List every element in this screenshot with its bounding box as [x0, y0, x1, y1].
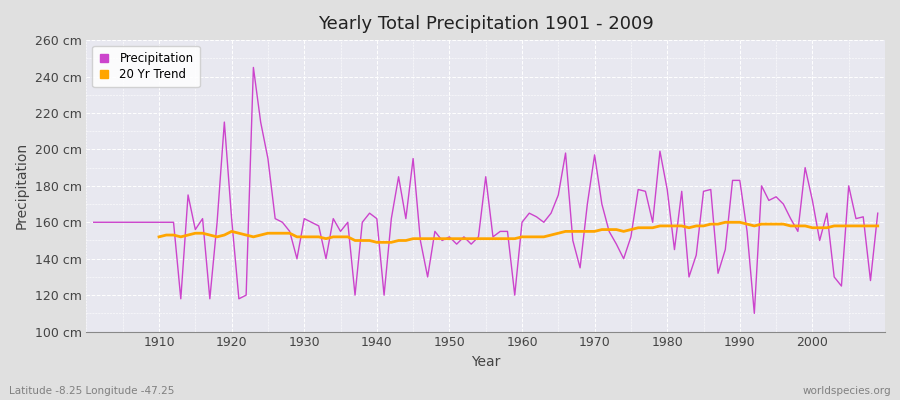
Text: worldspecies.org: worldspecies.org: [803, 386, 891, 396]
Precipitation: [248, 65, 259, 70]
Line: 20 Yr Trend: 20 Yr Trend: [159, 222, 878, 242]
Precipitation: [749, 311, 760, 316]
Y-axis label: Precipitation: Precipitation: [15, 142, 29, 230]
Title: Yearly Total Precipitation 1901 - 2009: Yearly Total Precipitation 1901 - 2009: [318, 15, 653, 33]
20 Yr Trend: [720, 220, 731, 225]
20 Yr Trend: [154, 234, 165, 239]
20 Yr Trend: [590, 229, 600, 234]
Precipitation: [524, 211, 535, 216]
X-axis label: Year: Year: [471, 355, 500, 369]
Precipitation: [611, 242, 622, 246]
20 Yr Trend: [829, 224, 840, 228]
20 Yr Trend: [372, 240, 382, 245]
20 Yr Trend: [292, 234, 302, 239]
20 Yr Trend: [320, 236, 331, 241]
Legend: Precipitation, 20 Yr Trend: Precipitation, 20 Yr Trend: [93, 46, 200, 87]
20 Yr Trend: [850, 224, 861, 228]
Precipitation: [872, 211, 883, 216]
Precipitation: [357, 220, 368, 225]
20 Yr Trend: [872, 224, 883, 228]
Line: Precipitation: Precipitation: [94, 68, 878, 313]
Precipitation: [88, 220, 99, 225]
Precipitation: [147, 220, 158, 225]
20 Yr Trend: [531, 234, 542, 239]
Precipitation: [517, 220, 527, 225]
Text: Latitude -8.25 Longitude -47.25: Latitude -8.25 Longitude -47.25: [9, 386, 175, 396]
Precipitation: [313, 224, 324, 228]
